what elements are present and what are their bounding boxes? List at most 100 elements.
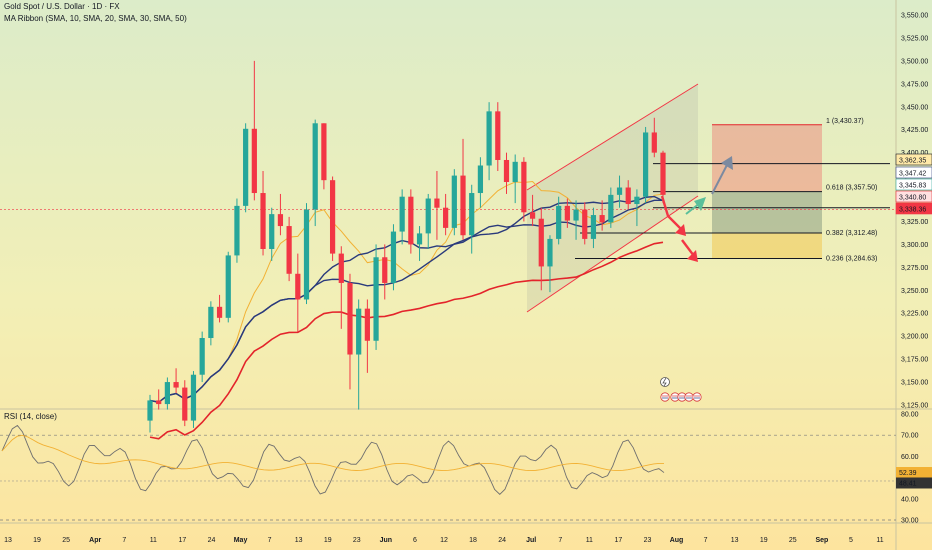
time-tick-label: 18 [469,537,477,544]
rsi-tick-label: 80.00 [901,412,919,419]
candle-body [199,338,205,375]
candle-body [408,196,414,245]
price-tick-label: 3,400.00 [901,150,928,157]
fib-zone-mid [712,191,822,233]
ma50-line [149,241,664,440]
fib-label: 1 (3,430.37) [826,118,864,125]
rsi-tick-label: 60.00 [901,454,919,461]
price-tick-label: 3,275.00 [901,265,928,272]
lightning-glyph [662,377,667,387]
candle-body [643,132,649,197]
time-tick-label: 24 [208,537,216,544]
candle-body [399,196,405,232]
candle-body [538,218,544,267]
candle-body [390,231,397,283]
time-tick-label: 19 [324,537,332,544]
flag-event-icon [660,392,670,402]
time-tick-label: 11 [150,537,157,544]
candle-body [564,205,570,221]
candle-body [338,253,344,283]
price-badge [895,153,932,166]
ma30-line [149,199,664,403]
candle-body [373,257,379,341]
lightning-event-icon [660,377,670,387]
candle-body [503,159,510,183]
time-tick-label: 12 [440,537,448,544]
candle-body [451,175,457,228]
candle-body [616,187,623,195]
time-tick-label: 11 [876,537,883,544]
arrow-green-head [694,197,706,211]
symbol-title: Gold Spot / U.S. Dollar · 1D · FX [4,2,120,11]
price-badge-text: 3,340.80 [899,195,926,202]
candle-body [529,212,536,219]
candle-series [147,60,666,433]
candle-body [312,123,318,210]
candle-body [277,214,284,227]
candle-body [590,215,597,239]
fib-zone-lower [712,232,822,259]
candle-body [173,382,179,388]
time-axis: 13 19 25 Apr 7 11 17 24 May 7 13 19 23 Jun 6 12 18 24 Jul 7… [4,537,884,544]
time-tick-label: 7 [704,537,708,544]
time-tick-label: 23 [644,537,652,544]
time-tick-label: 19 [760,537,768,544]
fib-zone-upper [712,124,822,192]
flag-event-icon [684,392,694,402]
time-tick-label: 6 [413,537,417,544]
arrow-up-head [721,156,733,170]
candle-body [486,111,492,166]
candle-body [251,128,257,194]
rsi-badge-text: 48.41 [899,480,917,487]
time-tick-label: Apr [89,537,101,544]
time-tick-label: 17 [615,537,623,544]
candle-body [182,387,188,421]
rsi-title: RSI (14, close) [4,412,57,421]
arrow-down-head-1 [675,224,686,236]
candle-body [434,198,440,208]
time-tick-label: 7 [558,537,562,544]
candle-body [416,233,423,245]
arrow-up-shaft [711,162,729,195]
candle-body [625,187,631,205]
time-tick-label: Jul [526,537,536,544]
price-badge [895,202,932,215]
time-tick-label: 25 [62,537,70,544]
price-tick-label: 3,300.00 [901,242,928,249]
rsi-tick-label: 70.00 [901,433,919,440]
candle-body [382,257,388,283]
rsi-ma-line [1,434,665,472]
time-tick-label: Aug [670,537,684,544]
price-tick-label: 3,225.00 [901,311,928,318]
price-badge-text: 3,345.83 [899,183,926,190]
time-tick-label: 19 [33,537,41,544]
ma-ribbon-label: MA Ribbon (SMA, 10, SMA, 20, SMA, 30, SM… [4,14,187,23]
channel-lower [526,195,699,313]
price-badge [895,178,932,191]
price-badge-text: 3,347.42 [899,171,926,178]
time-tick-label: 24 [498,537,506,544]
time-tick-label: 7 [268,537,272,544]
candle-body [156,400,162,405]
candle-body [295,273,301,300]
price-tick-label: 3,425.00 [901,127,928,134]
ma10-line [149,181,664,403]
candle-body [225,255,231,318]
candle-body [216,306,223,318]
candle-body [260,193,266,249]
time-tick-label: 13 [295,537,303,544]
time-tick-label: 23 [353,537,361,544]
price-badge [895,166,932,179]
candle-body [573,209,579,221]
flag-event-icon [692,392,702,402]
time-tick-label: 5 [849,537,853,544]
price-badge-text: 3,362.35 [899,158,926,165]
price-tick-label: 3,550.00 [901,13,928,20]
time-tick-label: Sep [815,537,828,544]
candle-body [547,238,553,267]
candle-body [425,198,431,234]
candle-body [147,400,153,421]
